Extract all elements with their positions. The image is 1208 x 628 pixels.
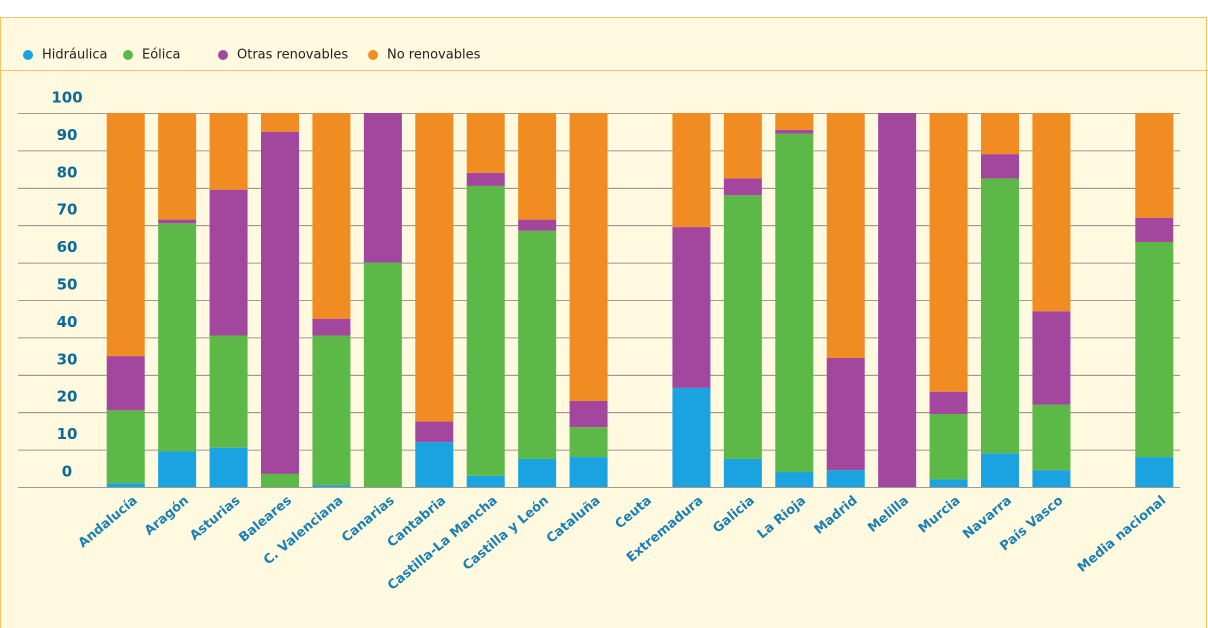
bar-segment	[1135, 242, 1174, 458]
bar-segment	[209, 113, 248, 190]
bar-segment	[106, 410, 145, 484]
bar-segment	[466, 113, 505, 173]
bar-segment	[569, 457, 608, 487]
bar-segment	[158, 451, 197, 487]
y-tick-label: 40	[57, 313, 78, 331]
y-tick-label: 80	[57, 163, 78, 181]
bar-segment	[261, 473, 299, 487]
bar-segment	[723, 178, 762, 196]
bar-segment	[775, 113, 814, 130]
bar-segment	[1135, 457, 1174, 487]
bar-segment	[363, 113, 402, 263]
bar-segment	[723, 458, 762, 487]
bar-segment	[415, 113, 454, 422]
y-tick-label: 50	[57, 276, 78, 294]
y-tick-label: 60	[57, 238, 78, 256]
legend-label: Hidráulica	[42, 48, 108, 63]
legend-marker	[218, 50, 228, 60]
bar-segment	[826, 113, 865, 358]
bar-segment	[929, 479, 968, 487]
bar-segment	[415, 421, 454, 443]
bar-segment	[981, 178, 1019, 454]
bar-segment	[981, 453, 1019, 487]
bar-segment	[209, 447, 248, 487]
bar-segment	[826, 470, 865, 487]
bar-segment	[981, 154, 1019, 179]
bar-segment	[209, 189, 248, 336]
bar-segment	[466, 475, 505, 487]
bar-segment	[672, 387, 711, 487]
bar-segment	[261, 113, 299, 132]
bar-segment	[518, 230, 557, 459]
bar-segment	[775, 129, 814, 134]
bar-segment	[158, 113, 197, 220]
bar-segment	[569, 400, 608, 428]
bar-segment	[569, 427, 608, 458]
bar-segment	[929, 414, 968, 480]
bar-segment	[466, 172, 505, 186]
bar-segment	[209, 335, 248, 448]
bar-segment	[569, 113, 608, 401]
bar-segment	[826, 357, 865, 471]
y-tick-label: 70	[57, 201, 78, 219]
bar-segment	[415, 442, 454, 487]
bar-segment	[106, 356, 145, 411]
y-tick-label: 100	[51, 89, 82, 107]
bar-segment	[518, 113, 557, 220]
bar-segment	[1135, 113, 1174, 218]
bar-segment	[1032, 404, 1071, 471]
bar-segment	[312, 113, 351, 319]
bar-segment	[1032, 470, 1071, 487]
y-tick-label: 30	[57, 350, 78, 368]
bar-segment	[929, 113, 968, 392]
bar-segment	[723, 195, 762, 459]
bar-segment	[775, 133, 814, 473]
legend-marker	[368, 50, 378, 60]
bar-segment	[466, 185, 505, 476]
bar-segment	[775, 472, 814, 487]
legend-marker	[123, 50, 133, 60]
bar-segment	[312, 485, 351, 487]
bar-segment	[672, 113, 711, 228]
bar-segment	[1032, 113, 1071, 312]
y-tick-label: 10	[57, 425, 78, 443]
bar-segment	[981, 113, 1019, 155]
bar-segment	[518, 219, 557, 231]
bar-segment	[929, 391, 968, 415]
bar-segment	[723, 113, 762, 179]
legend-label: No renovables	[387, 48, 481, 63]
bar-segment	[312, 335, 351, 486]
y-tick-label: 20	[57, 388, 78, 406]
bar-segment	[158, 219, 197, 224]
legend-label: Eólica	[142, 48, 181, 63]
bar-segment	[261, 131, 299, 474]
y-tick-label: 90	[57, 126, 78, 144]
bar-segment	[158, 223, 197, 452]
bar-segment	[1032, 311, 1071, 405]
bar-segment	[106, 113, 145, 357]
legend-label: Otras renovables	[237, 48, 348, 63]
bar-segment	[878, 113, 917, 487]
y-tick-label: 0	[62, 463, 72, 481]
bar-segment	[1135, 217, 1174, 243]
bar-segment	[672, 227, 711, 388]
bar-segment	[106, 483, 145, 487]
bar-segment	[312, 318, 351, 336]
legend-marker	[23, 50, 33, 60]
bar-segment	[363, 262, 402, 487]
bar-segment	[518, 458, 557, 487]
